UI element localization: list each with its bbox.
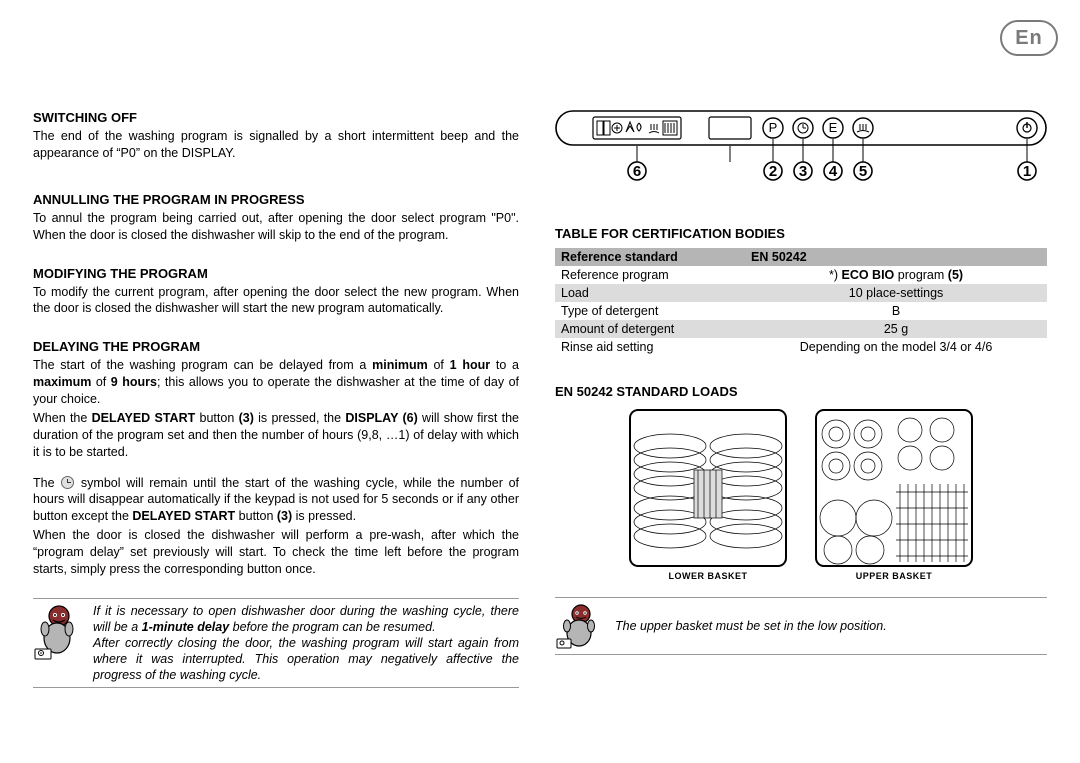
text: button xyxy=(235,509,277,523)
table-header: EN 50242 xyxy=(745,248,1047,266)
text-bold: DELAYED START xyxy=(92,411,196,425)
text-bold: DELAYED START xyxy=(132,509,235,523)
left-column: SWITCHING OFF The end of the washing pro… xyxy=(33,110,519,688)
text-bold: maximum xyxy=(33,375,91,389)
panel-ref-5: 5 xyxy=(859,163,867,180)
panel-btn-e: E xyxy=(829,120,838,135)
basket-diagrams: LOWER BASKET xyxy=(555,408,1047,581)
note-text: If it is necessary to open dishwasher do… xyxy=(93,603,519,683)
upper-basket-diagram xyxy=(814,408,974,568)
text: program xyxy=(894,268,948,282)
upper-basket-block: UPPER BASKET xyxy=(814,408,974,581)
panel-ref-6: 6 xyxy=(633,163,641,180)
table-row: Amount of detergent 25 g xyxy=(555,320,1047,338)
section-title: ANNULLING THE PROGRAM IN PROGRESS xyxy=(33,192,519,207)
section-title: EN 50242 STANDARD LOADS xyxy=(555,384,1047,399)
text-bold: DISPLAY (6) xyxy=(345,411,417,425)
text: The end of the washing program is signal… xyxy=(33,129,519,160)
section-title: MODIFYING THE PROGRAM xyxy=(33,266,519,281)
text: before the program can be resumed. xyxy=(229,620,435,634)
body-text: The start of the washing program can be … xyxy=(33,357,519,408)
text: The start of the washing program can be … xyxy=(33,358,372,372)
panel-ref-2: 2 xyxy=(769,163,777,180)
table-cell: Depending on the model 3/4 or 4/6 xyxy=(745,338,1047,356)
table-cell: Amount of detergent xyxy=(555,320,745,338)
basket-label: UPPER BASKET xyxy=(814,571,974,581)
text: of xyxy=(428,358,450,372)
text: is pressed, the xyxy=(254,411,346,425)
table-header: Reference standard xyxy=(555,248,745,266)
right-column: P E 6 2 3 4 xyxy=(555,110,1047,688)
clock-icon xyxy=(61,476,74,489)
table-row: Type of detergent B xyxy=(555,302,1047,320)
text: is pressed. xyxy=(292,509,356,523)
body-text: To annul the program being carried out, … xyxy=(33,210,519,244)
panel-ref-3: 3 xyxy=(799,163,807,180)
text-bold: 9 hours xyxy=(111,375,157,389)
character-icon xyxy=(555,603,603,649)
lower-basket-diagram xyxy=(628,408,788,568)
table-cell: 10 place-settings xyxy=(745,284,1047,302)
table-cell: Load xyxy=(555,284,745,302)
language-badge: En xyxy=(1000,20,1058,56)
panel-btn-p: P xyxy=(769,120,778,135)
text-bold: (3) xyxy=(239,411,254,425)
body-text: When the door is closed the dishwasher w… xyxy=(33,527,519,578)
panel-ref-4: 4 xyxy=(829,163,838,180)
table-cell: 25 g xyxy=(745,320,1047,338)
body-text: The end of the washing program is signal… xyxy=(33,128,519,162)
note-box: If it is necessary to open dishwasher do… xyxy=(33,598,519,688)
text-bold: (3) xyxy=(277,509,292,523)
text-bold: 1 hour xyxy=(450,358,490,372)
control-panel-diagram: P E 6 2 3 4 xyxy=(555,110,1047,182)
basket-label: LOWER BASKET xyxy=(628,571,788,581)
note-text: The upper basket must be set in the low … xyxy=(615,619,887,633)
table-header-row: Reference standard EN 50242 xyxy=(555,248,1047,266)
text: When the xyxy=(33,411,92,425)
table-cell: Type of detergent xyxy=(555,302,745,320)
note-box: The upper basket must be set in the low … xyxy=(555,597,1047,655)
section-title: SWITCHING OFF xyxy=(33,110,519,125)
text: button xyxy=(195,411,238,425)
text-bold: 1-minute delay xyxy=(142,620,230,634)
table-cell: *) ECO BIO program (5) xyxy=(745,266,1047,284)
text: The xyxy=(33,476,60,490)
text: of xyxy=(91,375,110,389)
text-bold: ECO BIO xyxy=(841,268,894,282)
table-row: Reference program *) ECO BIO program (5) xyxy=(555,266,1047,284)
body-text: To modify the current program, after ope… xyxy=(33,284,519,318)
certification-table: Reference standard EN 50242 Reference pr… xyxy=(555,248,1047,356)
character-icon xyxy=(33,603,81,661)
table-cell: Rinse aid setting xyxy=(555,338,745,356)
section-title: DELAYING THE PROGRAM xyxy=(33,339,519,354)
section-title: TABLE FOR CERTIFICATION BODIES xyxy=(555,226,1047,241)
text: to a xyxy=(490,358,519,372)
text: *) xyxy=(829,268,842,282)
text-bold: (5) xyxy=(948,268,963,282)
page-content: SWITCHING OFF The end of the washing pro… xyxy=(33,110,1047,688)
text-bold: minimum xyxy=(372,358,428,372)
table-row: Rinse aid setting Depending on the model… xyxy=(555,338,1047,356)
text: After correctly closing the door, the wa… xyxy=(93,636,519,682)
lower-basket-block: LOWER BASKET xyxy=(628,408,788,581)
body-text: When the DELAYED START button (3) is pre… xyxy=(33,410,519,461)
table-cell: B xyxy=(745,302,1047,320)
panel-ref-1: 1 xyxy=(1023,163,1031,180)
body-text: The symbol will remain until the start o… xyxy=(33,475,519,526)
table-row: Load 10 place-settings xyxy=(555,284,1047,302)
table-cell: Reference program xyxy=(555,266,745,284)
